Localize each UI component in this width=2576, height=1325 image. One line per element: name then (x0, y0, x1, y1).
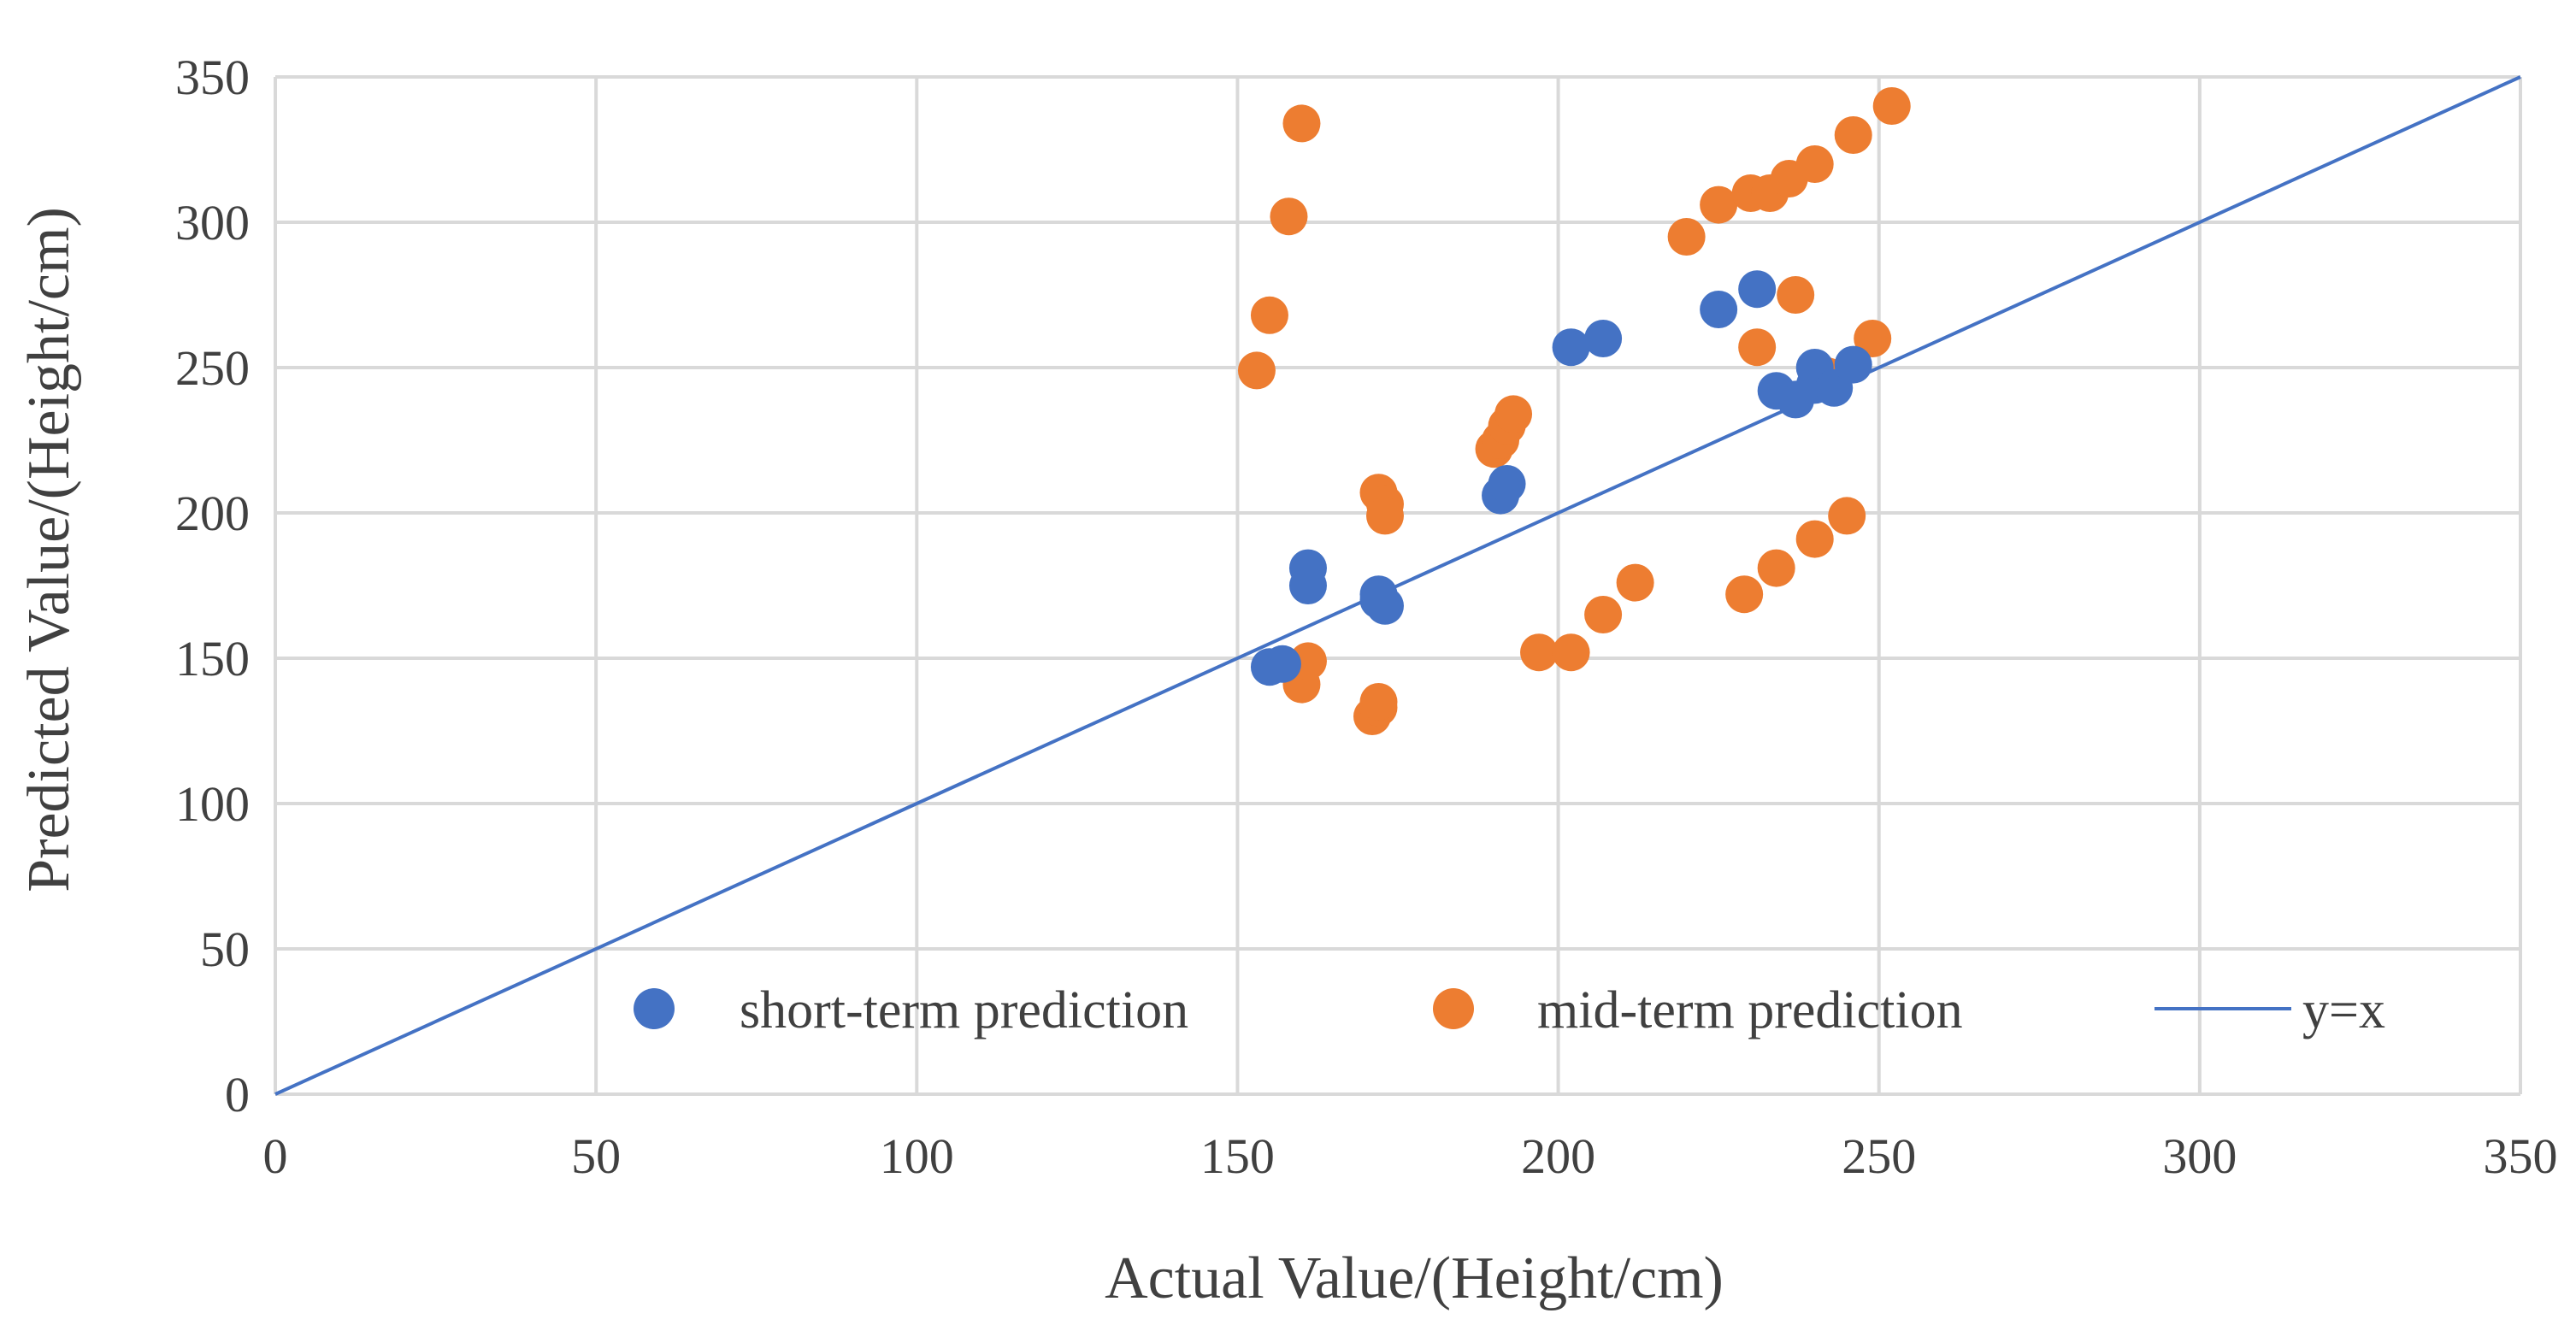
x-tick-label: 300 (2162, 1128, 2237, 1184)
y-tick-label: 200 (175, 486, 250, 541)
y-tick-label: 50 (200, 922, 250, 977)
legend-label-short-term: short-term prediction (740, 981, 1188, 1039)
x-tick-label: 250 (1842, 1128, 1916, 1184)
mid-term-point (1700, 186, 1738, 224)
mid-term-point (1520, 633, 1559, 672)
x-tick-label: 200 (1521, 1128, 1595, 1184)
short-term-point (1288, 567, 1327, 604)
legend-label-mid-term: mid-term prediction (1537, 981, 1963, 1039)
y-tick-label: 150 (175, 631, 250, 686)
legend-marker-mid-term (1433, 988, 1474, 1029)
x-tick-label: 350 (2484, 1128, 2558, 1184)
y-tick-label: 0 (225, 1067, 250, 1122)
short-term-point (1263, 645, 1301, 683)
tick-labels: 0 50 100 150 200 250 300 350 0 50 100 150 200 250 300 3… (175, 50, 2558, 1184)
mid-term-point (1359, 683, 1398, 721)
short-term-point (1365, 586, 1404, 625)
mid-term-point (1834, 116, 1872, 154)
identity-line (274, 75, 2521, 1096)
x-tick-label: 50 (571, 1128, 621, 1184)
mid-term-point (1365, 497, 1404, 535)
mid-term-point (1584, 596, 1623, 633)
mid-term-point (1854, 320, 1892, 357)
short-term-point (1552, 328, 1590, 367)
mid-term-point (1725, 575, 1764, 614)
x-axis-title: Actual Value/(Height/cm) (1105, 1246, 1724, 1311)
x-tick-label: 100 (880, 1128, 954, 1184)
mid-term-point (1282, 104, 1321, 143)
y-tick-label: 100 (175, 776, 250, 832)
mid-term-point (1270, 197, 1308, 236)
x-tick-label: 0 (263, 1128, 288, 1184)
legend: short-term prediction mid-term predictio… (634, 981, 2385, 1039)
short-term-point (1584, 320, 1623, 357)
mid-term-point (1872, 87, 1911, 125)
mid-term-point (1795, 145, 1834, 183)
mid-term-point (1828, 497, 1866, 535)
y-tick-label: 350 (175, 50, 250, 105)
y-tick-label: 300 (175, 195, 250, 250)
mid-term-point (1757, 549, 1795, 587)
legend-marker-short-term (634, 988, 675, 1029)
mid-term-point (1777, 276, 1815, 314)
x-tick-label: 150 (1200, 1128, 1275, 1184)
short-term-point (1834, 345, 1872, 384)
legend-label-identity-line: y=x (2302, 981, 2385, 1039)
mid-term-point (1738, 328, 1777, 367)
mid-term-point (1552, 633, 1590, 672)
identity-line-layer (274, 75, 2521, 1096)
mid-term-point (1237, 351, 1276, 390)
data-points (1237, 87, 1911, 735)
mid-term-point (1795, 520, 1834, 558)
mid-term-point (1250, 296, 1288, 334)
y-tick-label: 250 (175, 340, 250, 396)
mid-term-point (1616, 563, 1654, 602)
short-term-point (1488, 465, 1526, 503)
short-term-point (1738, 270, 1777, 309)
y-axis-title: Predicted Value/(Height/cm) (16, 207, 82, 892)
short-term-point (1700, 291, 1738, 328)
mid-term-point (1494, 395, 1533, 433)
mid-term-point (1667, 218, 1706, 256)
